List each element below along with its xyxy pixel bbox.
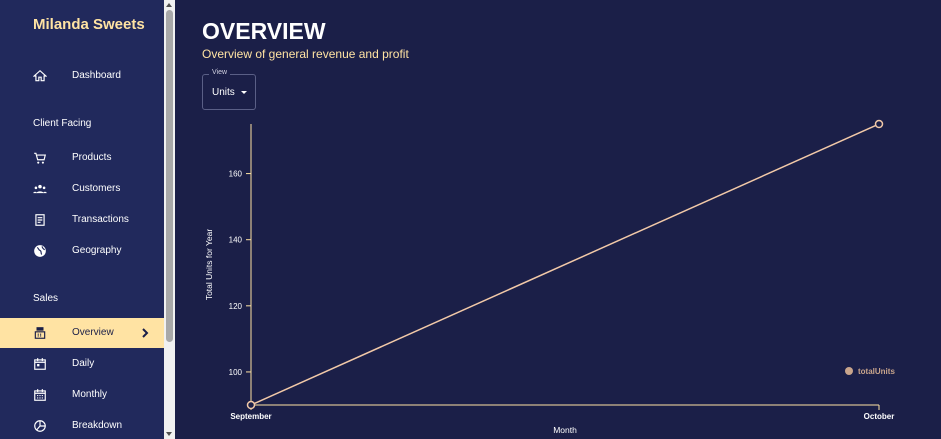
data-point [246, 400, 256, 410]
sidebar-item-label: Products [72, 152, 112, 163]
people-icon [33, 182, 47, 196]
series-line-totalUnits [250, 123, 880, 406]
sidebar-item-label: Customers [72, 183, 121, 194]
view-select-label: View [209, 69, 231, 76]
globe-icon [33, 244, 47, 258]
sidebar-item-label: Dashboard [72, 70, 121, 81]
section-label-client-facing: Client Facing [33, 118, 92, 129]
calendar-month-icon [33, 388, 47, 402]
sidebar-item-label: Overview [72, 327, 114, 338]
page-subtitle: Overview of general revenue and profit [202, 47, 409, 61]
caret-down-icon [241, 91, 247, 94]
y-tick-label: 120 [229, 302, 243, 311]
view-select[interactable]: View Units [202, 69, 256, 110]
sidebar-item-monthly[interactable]: Monthly [0, 380, 164, 410]
sidebar-item-customers[interactable]: Customers [0, 174, 164, 204]
sidebar-item-breakdown[interactable]: Breakdown [0, 411, 164, 439]
home-icon [33, 69, 47, 83]
x-tick-label: September [230, 412, 271, 421]
sidebar-item-transactions[interactable]: Transactions [0, 205, 164, 235]
sidebar-item-label: Transactions [72, 214, 129, 225]
units-line-chart: 100 120 140 160 September October Month Total U… [204, 119, 895, 435]
calendar-today-icon [33, 357, 47, 371]
data-point [874, 119, 884, 129]
sidebar-item-label: Breakdown [72, 420, 123, 431]
sidebar-item-label: Monthly [72, 389, 108, 400]
sidebar-scrollbar[interactable] [164, 0, 175, 439]
x-tick-label: October [864, 412, 895, 421]
y-axis-title: Total Units for Year [204, 229, 214, 301]
point-of-sale-icon [33, 326, 47, 340]
sidebar-item-overview[interactable]: Overview [0, 318, 164, 348]
page-title: OVERVIEW [202, 18, 326, 44]
scrollbar-thumb[interactable] [166, 10, 173, 342]
y-tick-label: 100 [229, 368, 243, 377]
pie-chart-icon [33, 419, 47, 433]
sidebar-item-dashboard[interactable]: Dashboard [0, 61, 164, 91]
x-axis-title: Month [553, 425, 577, 435]
legend-label: totalUnits [858, 367, 895, 376]
section-label-sales: Sales [33, 293, 59, 304]
scroll-up-arrow-icon[interactable] [166, 3, 172, 7]
brand-title: Milanda Sweets [33, 16, 145, 33]
sidebar-item-geography[interactable]: Geography [0, 236, 164, 266]
shopping-cart-icon [33, 151, 47, 165]
receipt-icon [33, 213, 47, 227]
sidebar-item-daily[interactable]: Daily [0, 349, 164, 379]
sidebar-item-label: Geography [72, 245, 122, 256]
chevron-right-icon [140, 327, 150, 339]
y-tick-label: 140 [229, 236, 243, 245]
y-tick-label: 160 [229, 170, 243, 179]
view-select-value: Units [212, 87, 235, 98]
legend-swatch [845, 367, 853, 375]
sidebar-item-label: Daily [72, 358, 95, 369]
scroll-down-arrow-icon[interactable] [166, 432, 172, 436]
sidebar: Milanda Sweets Dashboard Client Facing P… [0, 0, 164, 439]
sidebar-item-products[interactable]: Products [0, 143, 164, 173]
